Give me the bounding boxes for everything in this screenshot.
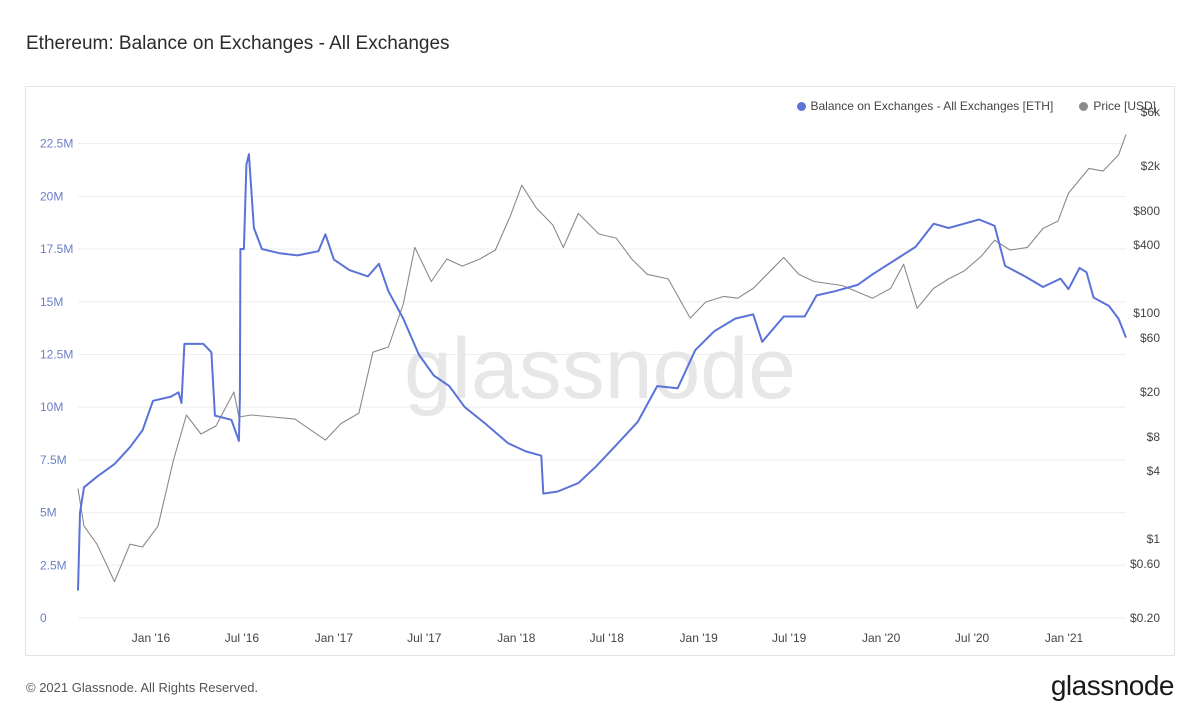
right-tick-label: $20 xyxy=(1140,385,1160,399)
page-title: Ethereum: Balance on Exchanges - All Exc… xyxy=(26,33,450,54)
legend-label-price: Price [USD] xyxy=(1093,99,1156,113)
right-tick-label: $60 xyxy=(1140,331,1160,345)
left-tick-label: 22.5M xyxy=(40,137,73,151)
left-tick-label: 17.5M xyxy=(40,242,73,256)
legend-dot-price-icon xyxy=(1079,101,1089,111)
glassnode-logo[interactable]: glassnode xyxy=(1050,670,1175,701)
right-tick-label: $100 xyxy=(1133,306,1160,320)
right-axis-ticks: $0.20 $0.60 $1 $4 $8 $20 $60 $100 $400 $800 $2k $6k xyxy=(1130,105,1161,625)
balance-series-line[interactable] xyxy=(77,153,1127,591)
right-tick-label: $4 xyxy=(1147,464,1161,478)
right-tick-label: $2k xyxy=(1141,159,1161,173)
legend-dot-balance-icon xyxy=(796,101,806,111)
watermark-text: glassnode xyxy=(404,321,796,417)
series-layer xyxy=(77,134,1127,591)
right-tick-label: $400 xyxy=(1133,238,1160,252)
x-tick-label: Jul '19 xyxy=(772,631,807,645)
x-tick-label: Jul '18 xyxy=(590,631,625,645)
right-tick-label: $0.20 xyxy=(1130,611,1160,625)
chart-legend: Balance on Exchanges - All Exchanges [ET… xyxy=(796,99,1156,113)
x-tick-label: Jul '17 xyxy=(407,631,442,645)
price-series-line[interactable] xyxy=(77,134,1127,583)
x-tick-label: Jan '21 xyxy=(1045,631,1084,645)
left-axis-ticks: 0 2.5M 5M 7.5M 10M 12.5M 15M 17.5M 20M 22.5M xyxy=(40,137,73,625)
legend-label-balance: Balance on Exchanges - All Exchanges [ET… xyxy=(810,99,1054,113)
left-tick-label: 12.5M xyxy=(40,347,73,361)
right-tick-label: $8 xyxy=(1147,430,1161,444)
legend-item-price[interactable]: Price [USD] xyxy=(1079,99,1156,113)
left-tick-label: 5M xyxy=(40,506,57,520)
x-tick-label: Jul '20 xyxy=(955,631,990,645)
x-tick-label: Jul '16 xyxy=(225,631,260,645)
x-axis-ticks: Jan '16 Jul '16 Jan '17 Jul '17 Jan '18 Jul '… xyxy=(132,631,1084,645)
right-tick-label: $6k xyxy=(1141,105,1161,119)
footer-copyright: © 2021 Glassnode. All Rights Reserved. xyxy=(26,680,259,695)
x-tick-label: Jan '20 xyxy=(862,631,901,645)
legend-item-balance[interactable]: Balance on Exchanges - All Exchanges [ET… xyxy=(796,99,1054,113)
x-tick-label: Jan '17 xyxy=(315,631,354,645)
x-tick-label: Jan '18 xyxy=(497,631,536,645)
left-tick-label: 2.5M xyxy=(40,558,67,572)
left-tick-label: 7.5M xyxy=(40,453,67,467)
x-tick-label: Jan '19 xyxy=(680,631,719,645)
right-tick-label: $800 xyxy=(1133,204,1160,218)
right-tick-label: $1 xyxy=(1147,532,1161,546)
x-tick-label: Jan '16 xyxy=(132,631,171,645)
left-tick-label: 15M xyxy=(40,295,63,309)
left-tick-label: 20M xyxy=(40,189,63,203)
right-tick-label: $0.60 xyxy=(1130,557,1160,571)
chart-panel xyxy=(25,86,1175,656)
grid-layer xyxy=(78,143,1126,619)
left-tick-label: 0 xyxy=(40,611,47,625)
left-tick-label: 10M xyxy=(40,400,63,414)
